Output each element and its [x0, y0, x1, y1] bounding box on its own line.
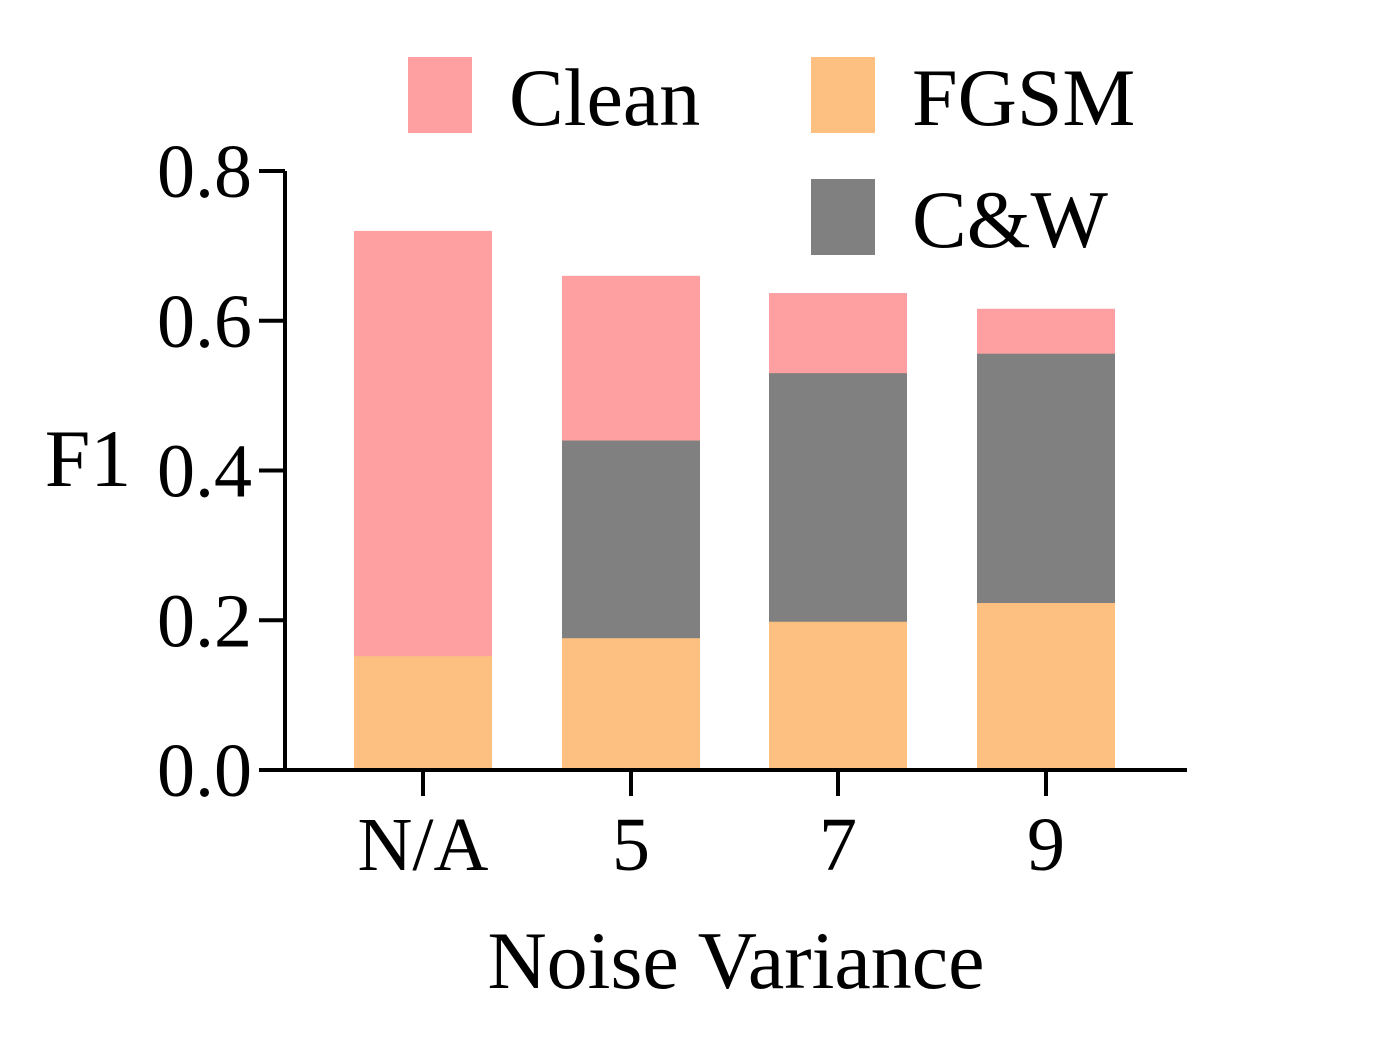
legend-label-clean: Clean	[509, 52, 700, 143]
y-tick-label: 0.2	[157, 579, 252, 663]
bars-group	[354, 230, 1115, 770]
x-tick-label: 7	[819, 803, 857, 887]
y-ticks-group: 0.0 0.2 0.4 0.6 0.8	[157, 130, 285, 813]
x-tick-label: N/A	[358, 803, 489, 887]
legend: Clean FGSM C&W	[408, 52, 1135, 265]
legend-swatch-clean	[408, 57, 472, 133]
y-tick-label: 0.0	[157, 729, 252, 813]
x-tick-label: 9	[1027, 803, 1065, 887]
y-tick-label: 0.6	[157, 280, 252, 364]
bar-fgsm-3	[977, 603, 1115, 770]
y-tick-label: 0.8	[157, 130, 252, 214]
x-tick-label: 5	[612, 803, 650, 887]
y-tick-label: 0.4	[157, 430, 252, 514]
bar-fgsm-2	[769, 621, 907, 770]
bar-fgsm-1	[562, 638, 700, 770]
x-axis-title: Noise Variance	[487, 915, 984, 1006]
legend-label-c-w: C&W	[912, 174, 1108, 265]
legend-swatch-c-w	[811, 179, 875, 255]
legend-swatch-fgsm	[811, 57, 875, 133]
legend-label-fgsm: FGSM	[912, 52, 1135, 143]
x-ticks-group: N/A 5 7 9	[358, 770, 1065, 887]
bar-fgsm-0	[354, 656, 492, 770]
y-axis-title: F1	[45, 413, 132, 504]
